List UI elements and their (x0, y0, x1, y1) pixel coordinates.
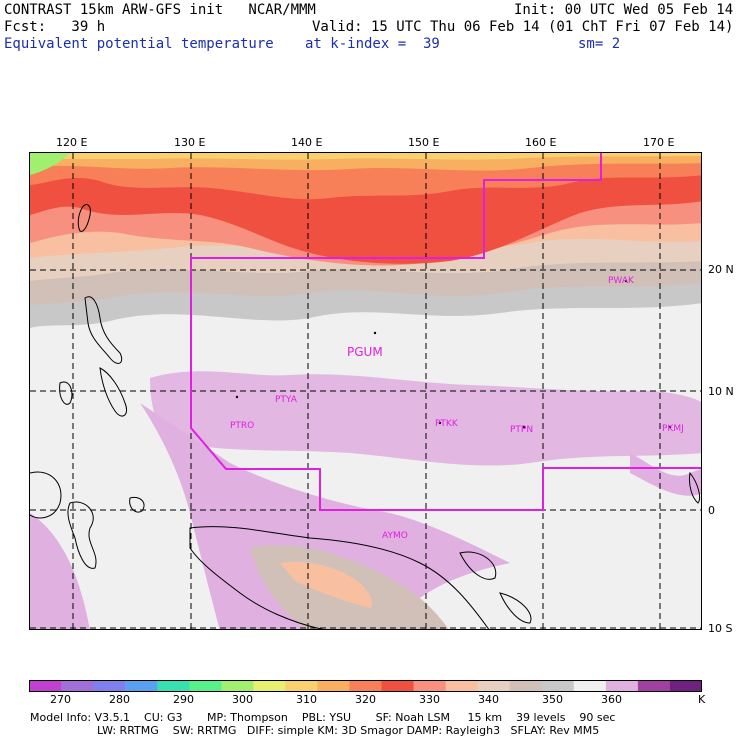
forecast-hour: Fcst: 39 h (4, 19, 106, 35)
lat-label-10n: 10 N (708, 385, 734, 398)
fir-boundary (190, 153, 701, 511)
cb-label-270: 270 (50, 693, 71, 706)
colorbar-swatch (93, 680, 126, 692)
cb-label-350: 350 (542, 693, 563, 706)
colorbar-swatch (637, 680, 671, 692)
station-dots (235, 279, 672, 429)
field-moist-east (630, 453, 701, 496)
coast-mindanao (99, 367, 128, 417)
lat-label-20n: 20 N (708, 263, 734, 276)
colorbar-swatch (349, 680, 383, 692)
colorbar-swatch (413, 680, 447, 692)
colorbar-swatch (381, 680, 415, 692)
cb-unit: K (698, 693, 706, 706)
coast-palawan (59, 381, 73, 405)
cb-label-300: 300 (232, 693, 253, 706)
lon-label-140e: 140 E (291, 136, 323, 149)
station-label-aymo: AYMO (382, 531, 408, 541)
station-dot-pkmj (668, 425, 672, 429)
station-dot-ptpn (522, 425, 526, 429)
coast-new-guinea (189, 526, 490, 629)
coast-halmahera (129, 496, 145, 513)
colorbar-swatch (541, 680, 575, 692)
colorbar-swatch (445, 680, 479, 692)
coast-luzon (84, 296, 123, 364)
coast-taiwan (77, 204, 91, 232)
coast-solomon (499, 592, 532, 624)
cb-label-330: 330 (419, 693, 440, 706)
station-label-pkmj: PKMJ (662, 424, 684, 434)
station-dot-pwak (624, 279, 628, 283)
colorbar-swatch (221, 680, 254, 692)
station-dot-ptkk (438, 421, 442, 425)
lat-label-10s: 10 S (708, 622, 733, 635)
field-cold-corner (30, 153, 70, 175)
colorbar-swatch (285, 680, 318, 692)
colorbar-swatch (317, 680, 350, 692)
lon-label-130e: 130 E (174, 136, 206, 149)
colorbar (29, 680, 702, 692)
colorbar-frame (29, 680, 702, 692)
init-time: Init: 00 UTC Wed 05 Feb 14 (514, 2, 734, 18)
field-band-315k (30, 153, 701, 160)
colorbar-swatch (189, 680, 222, 692)
coast-new-britain (459, 551, 497, 580)
theta-e-map: PWAK PGUM PTYA PTRO PTKK PTPN PKMJ AYMO (29, 152, 702, 630)
model-info-line2: LW: RRTMG SW: RRTMG DIFF: simple KM: 3D … (97, 724, 600, 737)
cb-label-280: 280 (109, 693, 130, 706)
coast-east-islet (689, 471, 701, 504)
cb-label-310: 310 (296, 693, 317, 706)
lat-label-equator: 0 (708, 504, 715, 517)
station-label-ptro: PTRO (230, 421, 254, 431)
colorbar-swatch (157, 680, 190, 692)
coast-borneo (30, 471, 62, 519)
colorbar-swatch (669, 680, 702, 692)
field-newguinea-peak (280, 561, 372, 608)
station-label-ptpn: PTPN (510, 425, 533, 435)
model-info-line1: Model Info: V3.5.1 CU: G3 MP: Thompson P… (30, 711, 616, 724)
lon-label-160e: 160 E (525, 136, 557, 149)
model-title: CONTRAST 15km ARW-GFS init NCAR/MMM (4, 2, 316, 18)
colorbar-swatch (61, 680, 94, 692)
graticule (30, 153, 701, 629)
map-canvas: PWAK PGUM PTYA PTRO PTKK PTPN PKMJ AYMO (30, 153, 701, 629)
station-dot-ptro (235, 395, 239, 399)
cb-label-290: 290 (173, 693, 194, 706)
lon-label-120e: 120 E (56, 136, 88, 149)
station-label-pgum: PGUM (347, 345, 383, 359)
field-moist-west (30, 513, 90, 629)
colorbar-swatch (29, 680, 62, 692)
colorbar-swatch (509, 680, 543, 692)
lon-label-170e: 170 E (643, 136, 675, 149)
station-label-ptya: PTYA (275, 395, 298, 405)
field-moist-south (140, 403, 510, 629)
colorbar-swatch (573, 680, 607, 692)
level-index: at k-index = 39 (305, 36, 440, 52)
smoothing-value: sm= 2 (578, 36, 621, 52)
cb-label-320: 320 (355, 693, 376, 706)
colorbar-swatch (477, 680, 511, 692)
cb-label-360: 360 (601, 693, 622, 706)
field-name: Equivalent potential temperature (4, 36, 274, 52)
station-dot-pgum (373, 331, 377, 335)
colorbar-swatch (605, 680, 639, 692)
lon-label-150e: 150 E (408, 136, 440, 149)
station-label-ptkk: PTKK (435, 419, 459, 429)
colorbar-swatch (253, 680, 286, 692)
station-label-pwak: PWAK (608, 276, 635, 286)
colorbar-swatch (125, 680, 158, 692)
valid-time: Valid: 15 UTC Thu 06 Feb 14 (01 ChT Fri … (312, 19, 734, 35)
cb-label-340: 340 (478, 693, 499, 706)
coast-sulawesi (67, 501, 97, 569)
